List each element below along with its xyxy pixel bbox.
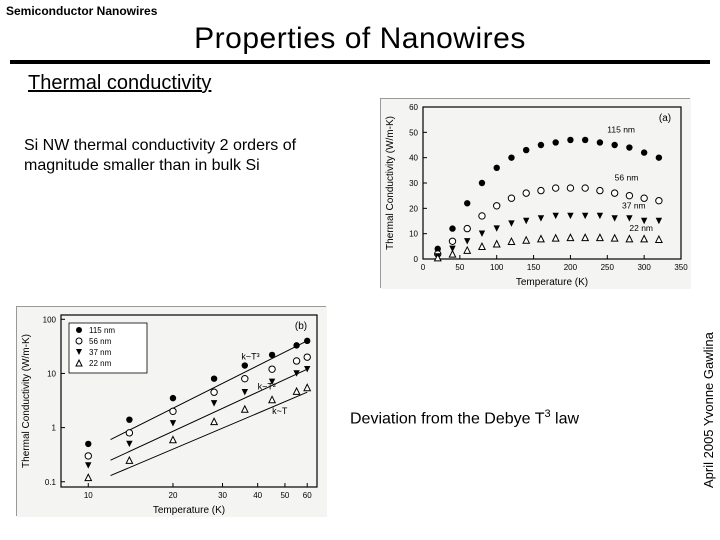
chart-b: 10 20 30 40 50 60 0.1 1 10 100 Temperature (K) Ther… — [16, 306, 326, 516]
svg-text:150: 150 — [527, 263, 541, 272]
svg-text:40: 40 — [409, 154, 418, 163]
svg-text:250: 250 — [601, 263, 615, 272]
svg-text:56 nm: 56 nm — [89, 337, 112, 346]
svg-text:20: 20 — [409, 204, 418, 213]
body2-pre: Deviation from the Debye T — [350, 410, 544, 427]
svg-text:100: 100 — [43, 315, 57, 324]
page-title: Properties of Nanowires — [0, 22, 720, 60]
svg-text:50: 50 — [280, 491, 289, 500]
svg-text:22 nm: 22 nm — [89, 359, 112, 368]
chart-a-svg: 0 50 100 150 200 250 300 350 0 10 20 30 40 50 60 Temper… — [381, 99, 691, 289]
svg-text:Temperature (K): Temperature (K) — [153, 505, 225, 516]
body2-post: law — [551, 410, 579, 427]
svg-text:0.1: 0.1 — [45, 478, 57, 487]
svg-text:30: 30 — [409, 179, 418, 188]
chart-a: 0 50 100 150 200 250 300 350 0 10 20 30 40 50 60 Temper… — [380, 98, 690, 288]
svg-text:Thermal Conductivity (W/m-K): Thermal Conductivity (W/m-K) — [21, 334, 32, 468]
svg-text:10: 10 — [84, 491, 93, 500]
svg-text:115 nm: 115 nm — [607, 124, 635, 134]
svg-text:60: 60 — [409, 103, 418, 112]
svg-text:Temperature (K): Temperature (K) — [516, 277, 588, 288]
chart-b-svg: 10 20 30 40 50 60 0.1 1 10 100 Temperature (K) Ther… — [17, 307, 327, 517]
svg-text:10: 10 — [47, 369, 56, 378]
body-text-1: Si NW thermal conductivity 2 orders of m… — [24, 136, 344, 176]
svg-text:350: 350 — [674, 263, 688, 272]
svg-text:k~T: k~T — [272, 406, 288, 416]
svg-text:200: 200 — [564, 263, 578, 272]
svg-text:50: 50 — [455, 263, 464, 272]
svg-text:40: 40 — [253, 491, 262, 500]
title-rule — [10, 60, 710, 64]
svg-text:Thermal Conductivity (W/m-K): Thermal Conductivity (W/m-K) — [385, 116, 396, 250]
svg-text:50: 50 — [409, 128, 418, 137]
header-small: Semiconductor Nanowires — [6, 4, 157, 18]
svg-text:0: 0 — [421, 263, 426, 272]
svg-text:(a): (a) — [659, 113, 671, 124]
svg-text:56 nm: 56 nm — [615, 172, 639, 182]
svg-text:0: 0 — [414, 255, 419, 264]
svg-text:100: 100 — [490, 263, 504, 272]
svg-text:1: 1 — [52, 424, 57, 433]
svg-text:k~T²: k~T² — [258, 382, 276, 392]
svg-text:37 nm: 37 nm — [622, 200, 646, 210]
body-text-2: Deviation from the Debye T3 law — [350, 408, 579, 428]
svg-text:k~T³: k~T³ — [241, 352, 259, 362]
svg-text:300: 300 — [637, 263, 651, 272]
svg-text:115 nm: 115 nm — [89, 326, 115, 335]
svg-text:37 nm: 37 nm — [89, 348, 112, 357]
svg-text:60: 60 — [303, 491, 312, 500]
svg-text:20: 20 — [169, 491, 178, 500]
section-heading: Thermal conductivity — [28, 72, 211, 95]
svg-text:(b): (b) — [295, 321, 307, 332]
svg-text:10: 10 — [409, 230, 418, 239]
svg-text:22 nm: 22 nm — [629, 223, 653, 233]
svg-text:30: 30 — [218, 491, 227, 500]
footer-credit: April 2005 Yvonne Gawlina — [701, 290, 716, 530]
